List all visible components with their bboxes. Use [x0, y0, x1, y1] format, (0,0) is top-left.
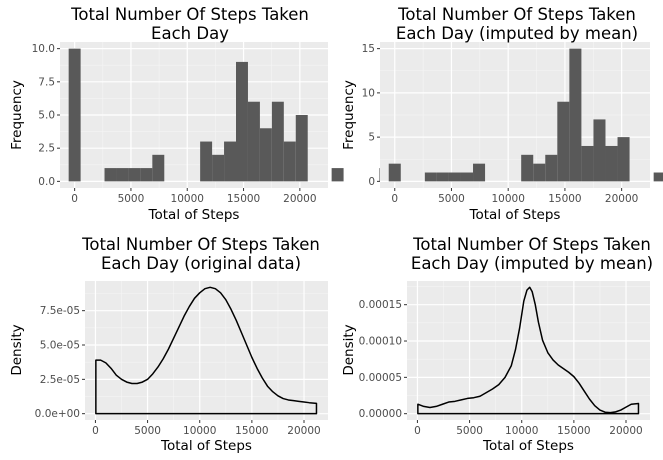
chart-title-line: Total Number Of Steps Taken: [81, 235, 320, 254]
y-tick-label: 10: [362, 87, 375, 99]
histogram-bar: [617, 137, 630, 182]
chart-title-line: Each Day (original data): [101, 254, 301, 273]
histogram-bar: [116, 168, 129, 182]
histogram-bar: [295, 115, 308, 182]
histogram-bar: [473, 163, 486, 182]
y-tick-label: 0.00005: [359, 372, 402, 384]
x-tick-label: 0: [391, 193, 398, 205]
histogram-bar: [557, 101, 570, 182]
histogram-bar: [259, 128, 272, 182]
x-tick-label: 15000: [227, 193, 260, 205]
x-tick-label: 5000: [456, 425, 483, 437]
y-tick-label: 0.0e+00: [35, 408, 80, 420]
chart-histogram-imputed: 0 5000 10000 15000 20000 0 5 10 15 Total of Steps…: [341, 5, 663, 223]
histogram-bar: [448, 172, 461, 182]
histogram-bar: [271, 101, 284, 182]
histogram-bar: [68, 48, 81, 182]
histogram-bar: [581, 145, 594, 182]
x-tick-label: 5000: [438, 193, 465, 205]
y-tick-label: 0.00010: [359, 336, 402, 348]
x-tick-label: 20000: [605, 193, 638, 205]
x-tick-label: 10000: [171, 193, 204, 205]
histogram-bars: [388, 48, 663, 182]
chart-title-line: Each Day (imputed by mean): [411, 254, 653, 273]
histogram-bar: [283, 141, 296, 182]
x-tick-label: 10000: [491, 193, 524, 205]
y-tick-label: 0: [368, 176, 375, 188]
y-tick-label: 0.00000: [359, 408, 402, 420]
histogram-bar: [236, 61, 248, 182]
histogram-bar: [436, 172, 449, 182]
y-tick-label: 10.0: [32, 43, 55, 55]
chart-title-line: Total Number Of Steps Taken: [70, 5, 309, 24]
histogram-bar: [593, 119, 606, 182]
histogram-bar: [104, 168, 117, 182]
chart-title-line: Each Day: [151, 24, 229, 43]
plot-panel: [85, 281, 328, 420]
x-tick-label: 15000: [557, 425, 590, 437]
density-line: [95, 286, 318, 415]
y-axis-title: Density: [9, 324, 25, 375]
histogram-bar: [605, 145, 618, 182]
histogram-bars: [68, 48, 404, 182]
histogram-bar: [653, 172, 663, 182]
y-axis-title: Frequency: [9, 80, 25, 150]
histogram-bar: [545, 154, 558, 182]
x-tick-label: 20000: [609, 425, 642, 437]
histogram-bar: [247, 101, 260, 182]
histogram-bar: [128, 168, 141, 182]
histogram-bar: [460, 172, 474, 182]
x-tick-label: 10000: [183, 425, 216, 437]
chart-histogram-original: 0 5000 10000 15000 20000 0.0 2.5 5.0 7.5 10.0 Tota…: [9, 5, 404, 223]
y-tick-label: 7.5: [38, 76, 55, 88]
x-tick-label: 0: [92, 425, 99, 437]
histogram-bar: [152, 154, 165, 182]
x-tick-label: 5000: [134, 425, 161, 437]
x-tick-label: 0: [71, 193, 78, 205]
histogram-bar: [388, 163, 401, 182]
y-tick-label: 15: [362, 43, 375, 55]
chart-title-line: Total Number Of Steps Taken: [412, 235, 651, 254]
y-axis-title: Density: [341, 324, 357, 375]
histogram-bar: [331, 168, 344, 182]
histogram-bar: [140, 168, 153, 182]
histogram-bar: [200, 141, 213, 182]
x-tick-label: 0: [414, 425, 421, 437]
histogram-bar: [212, 154, 225, 182]
chart-density-imputed: 0 5000 10000 15000 20000 0.00000 0.00005 0.0001…: [341, 235, 653, 454]
y-tick-label: 0.0: [38, 176, 55, 188]
x-tick-label: 10000: [505, 425, 538, 437]
chart-title-line: Total Number Of Steps Taken: [397, 5, 636, 24]
x-axis-title: Total of Steps: [160, 438, 252, 454]
x-tick-label: 20000: [283, 193, 316, 205]
x-tick-label: 15000: [235, 425, 268, 437]
x-tick-label: 20000: [287, 425, 320, 437]
y-tick-label: 5.0e-05: [40, 340, 80, 352]
y-tick-label: 5: [368, 132, 375, 144]
y-tick-label: 5.0: [38, 110, 55, 122]
chart-title-line: Each Day (imputed by mean): [396, 24, 638, 43]
x-axis-title: Total of Steps: [469, 207, 561, 223]
x-axis-title: Total of Steps: [482, 438, 574, 454]
histogram-bar: [521, 154, 534, 182]
y-tick-label: 0.00015: [359, 299, 402, 311]
chart-density-original: 0 5000 10000 15000 20000 0.0e+00 2.5e-05 5.0e-0…: [9, 235, 328, 454]
y-axis-title: Frequency: [341, 80, 357, 150]
x-tick-label: 5000: [118, 193, 145, 205]
density-line: [417, 286, 640, 415]
y-tick-label: 7.5e-05: [40, 305, 80, 317]
histogram-bar: [424, 172, 437, 182]
y-tick-label: 2.5: [38, 143, 55, 155]
histogram-bar: [224, 141, 237, 182]
x-axis-title: Total of Steps: [148, 207, 240, 223]
x-tick-label: 15000: [548, 193, 581, 205]
histogram-bar: [533, 163, 546, 182]
y-tick-label: 2.5e-05: [40, 374, 80, 386]
histogram-bar: [569, 48, 582, 182]
